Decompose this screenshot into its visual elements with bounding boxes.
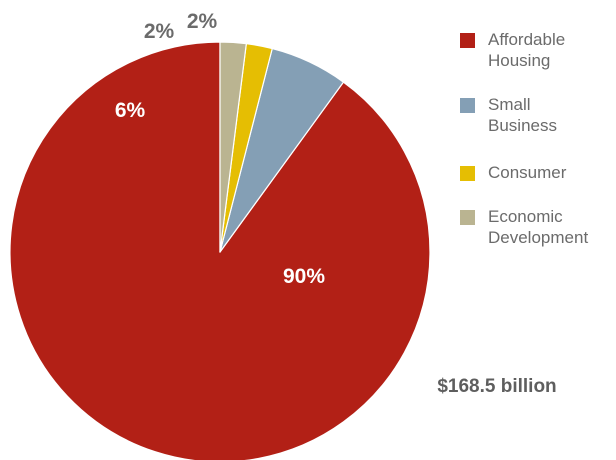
slice-label-consumer: 2%	[144, 20, 175, 43]
legend-swatch-consumer	[460, 166, 475, 181]
legend-label-small-business: Small Business	[488, 95, 557, 135]
pie-slices	[9, 41, 431, 460]
slice-label-small-business: 6%	[115, 99, 146, 122]
legend: Affordable Housing Small Business Consumer Ec…	[460, 30, 588, 247]
pie-slice-economic-development	[219, 41, 247, 253]
legend-swatch-small-business	[460, 98, 475, 113]
legend-label-consumer: Consumer	[488, 163, 567, 182]
legend-label-economic-development: Economic Development	[488, 207, 588, 247]
pie-slice-labels: 90% 6% 2% 2%	[115, 10, 326, 288]
legend-label-affordable-housing: Affordable Housing	[488, 30, 565, 70]
legend-swatch-economic-development	[460, 210, 475, 225]
total-amount-label: $168.5 billion	[437, 376, 556, 397]
legend-swatch-affordable-housing	[460, 33, 475, 48]
slice-label-affordable-housing: 90%	[283, 265, 325, 288]
slice-label-economic-development: 2%	[187, 10, 218, 33]
